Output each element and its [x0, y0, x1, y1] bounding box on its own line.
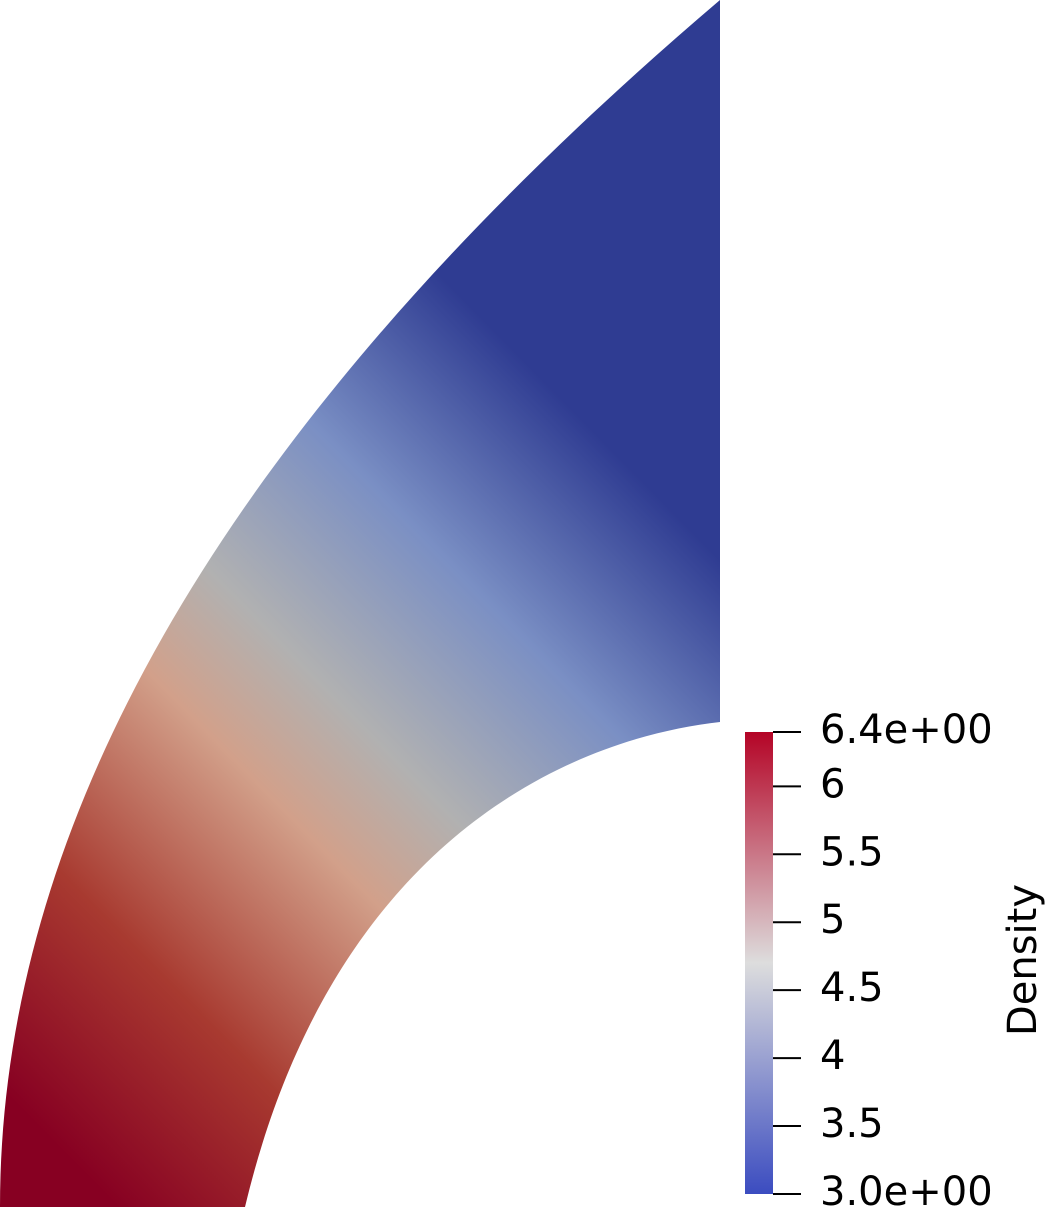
colorbar-tick-label: 5 — [820, 897, 845, 943]
colorbar-tick-label: 3.5 — [820, 1101, 884, 1147]
density-field — [0, 0, 720, 1207]
colorbar — [745, 732, 773, 1194]
colorbar-title: Density — [1000, 884, 1046, 1036]
colorbar-tick-label: 4 — [820, 1033, 845, 1079]
colorbar-tick-label: 3.0e+00 — [820, 1169, 993, 1209]
colorbar-tick-label: 4.5 — [820, 965, 884, 1011]
colorbar-tick-label: 5.5 — [820, 829, 884, 875]
colorbar-tick-label: 6 — [820, 761, 845, 807]
colorbar-tick-label: 6.4e+00 — [820, 707, 993, 753]
